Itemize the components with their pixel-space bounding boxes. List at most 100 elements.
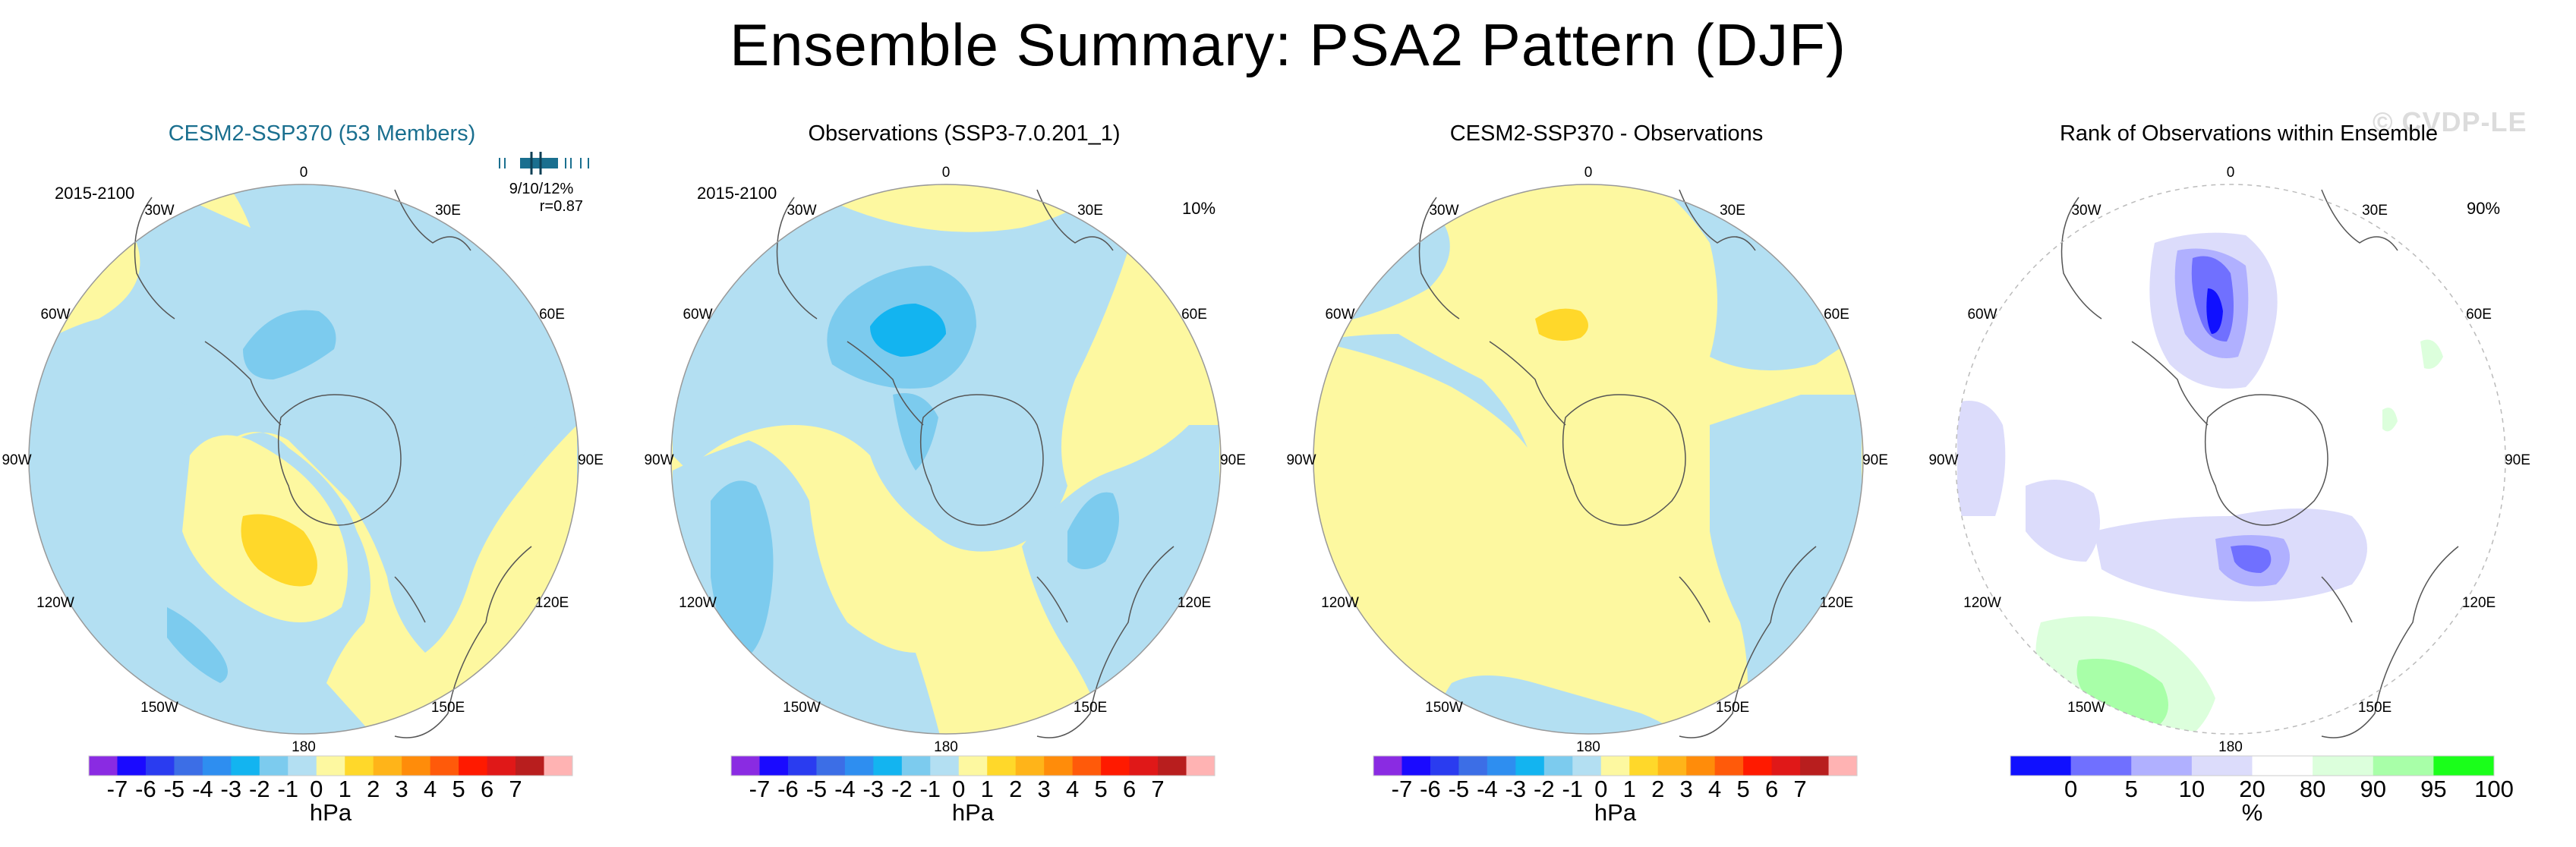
panel-title[interactable]: CESM2-SSP370 (53 Members) (168, 121, 476, 146)
ensemble-stats: 9/10/12% r=0.87 (500, 181, 583, 216)
colorbar-swatch (787, 756, 817, 776)
colorbar-swatch (316, 756, 345, 776)
colorbar-swatch (958, 756, 988, 776)
colorbar-tick-label: 5 (2124, 776, 2138, 802)
colorbar-tick-label: 0 (310, 776, 323, 802)
colorbar-tick-label: -2 (1534, 776, 1555, 802)
colorbar-swatch (1600, 756, 1630, 776)
colorbar-swatch (1101, 756, 1130, 776)
colorbar-swatch (487, 756, 516, 776)
colorbar-tick-label: -5 (806, 776, 828, 802)
map-boundary (28, 184, 579, 735)
colorbar-swatch (516, 756, 545, 776)
colorbar-swatch (1129, 756, 1159, 776)
lon-label: 120W (1321, 595, 1359, 611)
coastlines (134, 189, 532, 738)
colorbar-swatch (1015, 756, 1045, 776)
lon-label: 90E (1220, 452, 1246, 468)
colorbar-swatch (1458, 756, 1488, 776)
lon-label: 150W (2067, 700, 2105, 716)
colorbar-units: hPa (951, 799, 995, 826)
colorbar-tick-label: 7 (1151, 776, 1165, 802)
colorbar-swatch (731, 756, 760, 776)
colorbar-swatch (2070, 756, 2132, 776)
colorbar-swatch (844, 756, 874, 776)
colorbar-tick-label: -6 (135, 776, 156, 802)
colorbar-tick-label: 3 (1679, 776, 1693, 802)
colorbar-swatch (1572, 756, 1602, 776)
colorbar-tick-label: -1 (919, 776, 941, 802)
colorbar-swatch (174, 756, 203, 776)
lon-label: 120W (1963, 595, 2001, 611)
lon-label: 60E (1181, 307, 1207, 323)
colorbar-swatch (1714, 756, 1744, 776)
longitude-labels: 0 180 30E 60E 90E 120E 150E 30W 60W 90W … (2, 165, 603, 755)
colorbar-swatch (1072, 756, 1102, 776)
colorbar-tick-label: 0 (2064, 776, 2078, 802)
lon-label: 90E (2505, 452, 2530, 468)
lon-label: 60W (1325, 307, 1354, 323)
colorbar-tick-label: -2 (249, 776, 270, 802)
colorbar-swatch (901, 756, 931, 776)
colorbar-swatch (816, 756, 846, 776)
colorbar-tick-label: -7 (749, 776, 771, 802)
colorbar-swatch (1430, 756, 1459, 776)
colorbar-swatch (145, 756, 175, 776)
rank-region (2420, 339, 2443, 369)
colorbar (730, 755, 1215, 776)
colorbar-tick-label: 3 (395, 776, 408, 802)
colorbar-swatch (2373, 756, 2434, 776)
rank-region (1957, 401, 2006, 516)
colorbar-tick-label: 7 (1793, 776, 1807, 802)
map-boundary (670, 184, 1222, 735)
colorbar-tick-label: 2 (367, 776, 380, 802)
panel-title[interactable]: Observations (SSP3-7.0.201_1) (808, 121, 1121, 146)
lon-label: 180 (934, 739, 958, 755)
colorbar-swatch (231, 756, 260, 776)
lon-label: 120E (535, 595, 569, 611)
positive-core (1535, 308, 1588, 341)
colorbar-swatch (373, 756, 402, 776)
lon-label: 60E (2466, 307, 2492, 323)
lon-label: 120W (36, 595, 74, 611)
colorbar (88, 755, 573, 776)
lon-label: 0 (2227, 165, 2235, 181)
colorbar-swatch (2252, 756, 2313, 776)
panel-cesm2-ensemble: CESM2-SSP370 (53 Members) 2015-2100 9/10… (0, 0, 644, 847)
colorbar-tick-label: -3 (862, 776, 884, 802)
negative-core (1067, 492, 1119, 569)
colorbar-tick-label: -7 (1391, 776, 1413, 802)
colorbar-swatch (1515, 756, 1545, 776)
lon-label: 90W (1286, 452, 1316, 468)
colorbar-swatch (1828, 756, 1858, 776)
colorbar-swatch (345, 756, 374, 776)
colorbar-swatch (759, 756, 789, 776)
colorbar-swatch (1800, 756, 1830, 776)
lon-label: 30E (435, 203, 461, 219)
lon-label: 90E (1862, 452, 1888, 468)
colorbar-swatch (1487, 756, 1516, 776)
pct-label: 90% (2466, 199, 2501, 218)
colorbar-swatch (1657, 756, 1687, 776)
rank-region (1980, 278, 2003, 307)
colorbar-tick-label: 4 (1066, 776, 1080, 802)
colorbar-units: % (2241, 799, 2263, 826)
colorbar-swatch (117, 756, 147, 776)
colorbar-swatch (987, 756, 1017, 776)
colorbar-swatch (1543, 756, 1573, 776)
panel-title[interactable]: Rank of Observations within Ensemble (2059, 121, 2439, 146)
lon-label: 30E (2362, 203, 2388, 219)
colorbar-tick-label: -4 (834, 776, 856, 802)
lon-label: 30E (1720, 203, 1745, 219)
lon-label: 30W (144, 203, 174, 219)
colorbar-swatch (1373, 756, 1402, 776)
colorbar-tick-label: -1 (1562, 776, 1584, 802)
colorbar-units: hPa (309, 799, 352, 826)
colorbar-tick-label: 80 (2299, 776, 2326, 802)
colorbar-swatch (930, 756, 960, 776)
panel-observations: Observations (SSP3-7.0.201_1) 2015-2100 … (642, 0, 1286, 847)
colorbar-tick-label: -6 (1420, 776, 1441, 802)
panel-title[interactable]: CESM2-SSP370 - Observations (1449, 121, 1764, 146)
longitude-labels: 0 180 30E 60E 90E 120E 150E 30W 60W 90W … (644, 165, 1245, 755)
rank-region (2076, 659, 2168, 729)
